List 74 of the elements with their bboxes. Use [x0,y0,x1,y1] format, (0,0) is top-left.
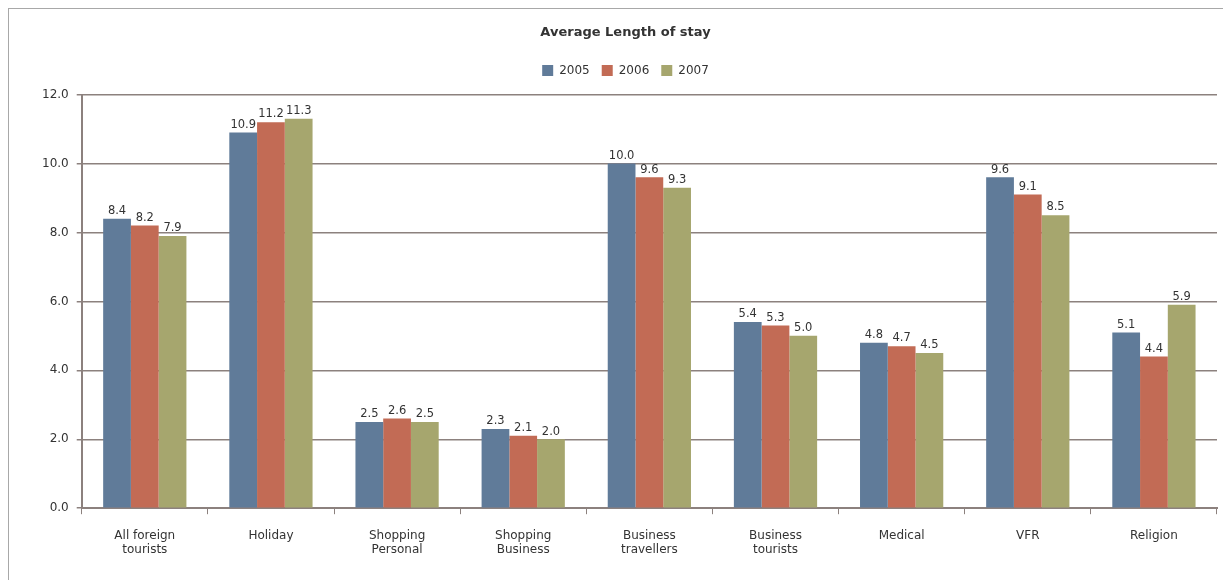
x-tick-label: Shopping Personal [368,527,426,556]
x-tick-label: Religion [1130,527,1178,542]
data-label: 4.8 [864,326,884,341]
x-tick-label: Shopping Business [495,527,552,556]
legend-label: 2005 [559,62,590,77]
bar [481,428,510,508]
bar [761,325,790,508]
y-tick-label: 2.0 [49,431,69,446]
data-label: 2.1 [514,420,533,435]
data-label: 2.6 [387,402,407,417]
legend-label: 2007 [678,62,709,77]
bar [789,335,818,508]
x-tick-label: Business tourists [749,527,802,556]
y-tick-label: 6.0 [49,293,69,308]
bar [1013,194,1042,508]
bar [733,322,762,508]
data-label: 2.5 [360,406,379,421]
y-tick-label: 12.0 [42,86,69,101]
data-label: 8.2 [135,209,154,224]
bar [860,342,888,508]
bar [1167,304,1196,508]
bar [537,439,565,508]
x-tick-label: VFR [1016,527,1040,542]
data-label: 2.5 [415,406,434,421]
bar [635,177,664,508]
bar [1112,332,1141,508]
y-tick-label: 4.0 [49,362,69,377]
bar [887,346,916,508]
data-label: 5.0 [794,320,813,335]
data-label: 5.3 [766,309,785,324]
data-label: 8.5 [1046,199,1065,214]
bar [103,218,131,508]
data-label: 9.6 [640,161,659,176]
data-label: 5.1 [1117,316,1136,331]
bar [284,118,313,508]
x-tick-label: Holiday [248,527,294,542]
bar [509,435,538,508]
data-label: 4.7 [892,330,911,345]
data-label: 9.3 [667,171,687,186]
data-label: 9.6 [990,161,1010,176]
y-tick-label: 0.0 [49,500,69,515]
y-tick-label: 8.0 [49,224,69,239]
bar [355,422,384,508]
data-label: 10.9 [230,116,256,131]
bar [410,422,439,508]
data-label: 10.0 [608,147,635,162]
bar [1041,215,1070,508]
data-label: 5.4 [738,306,757,321]
x-tick-label: Business travellers [621,527,678,556]
bar [383,418,411,508]
data-label: 9.1 [1018,178,1037,193]
bar [257,122,285,508]
bar [986,177,1014,508]
data-label: 8.4 [107,202,127,217]
x-tick-label: All foreign tourists [114,527,176,556]
bar [915,353,944,508]
data-label: 4.4 [1144,340,1164,355]
x-tick-label: Medical [878,527,925,542]
bar [1140,356,1168,508]
y-tick-label: 10.0 [42,155,69,170]
bar [663,187,691,508]
legend-label: 2006 [618,62,650,77]
bar [607,163,636,508]
data-label: 7.9 [163,220,182,235]
data-label: 5.9 [1172,289,1191,304]
bar [158,235,187,508]
bar [229,132,258,508]
data-label: 11.2 [258,106,284,121]
data-label: 2.0 [541,423,561,438]
data-label: 4.5 [920,337,939,352]
data-label: 11.3 [285,102,312,117]
bar [130,225,159,508]
data-label: 2.3 [486,413,505,428]
chart-title: Average Length of stay [540,24,712,40]
